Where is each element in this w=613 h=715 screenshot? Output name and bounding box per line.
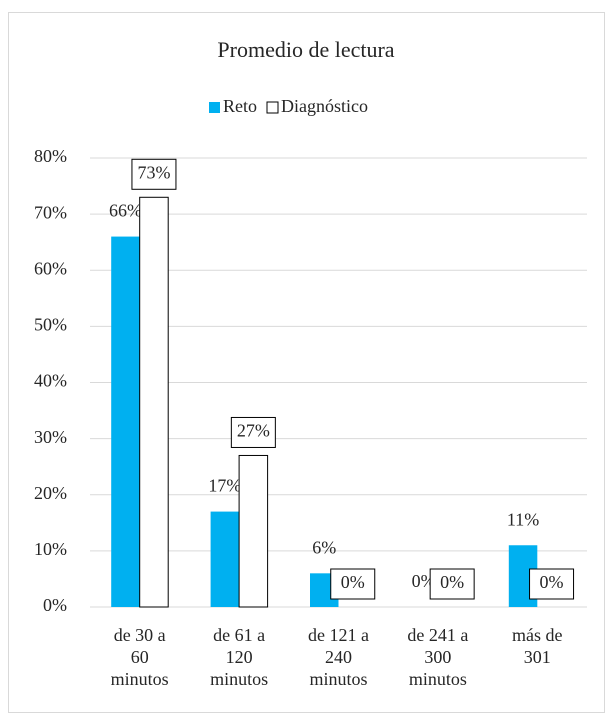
y-tick-label: 80% — [34, 146, 67, 166]
x-tick-label: de 61 a 120 minutos — [210, 625, 269, 689]
bar — [139, 196, 169, 608]
y-tick-label: 0% — [43, 595, 67, 615]
data-label: 17% — [208, 476, 241, 496]
legend-label: Reto — [223, 96, 257, 116]
bar — [111, 236, 140, 607]
y-tick-label: 50% — [34, 315, 67, 335]
legend-swatch — [266, 101, 279, 114]
legend-label: Diagnóstico — [281, 96, 368, 116]
data-label: 11% — [507, 509, 539, 529]
data-label: 0% — [440, 572, 464, 592]
bar — [210, 511, 240, 607]
y-tick-label: 60% — [34, 258, 67, 278]
x-tick-label: de 121 a 240 minutos — [308, 625, 369, 689]
x-tick-label: de 241 a 300 minutos — [407, 625, 469, 689]
y-tick-label: 70% — [34, 202, 67, 222]
y-tick-label: 40% — [34, 371, 67, 391]
data-label-box — [230, 416, 276, 448]
data-label-box — [429, 568, 475, 600]
chart-title: Promedio de lectura — [217, 37, 394, 62]
data-label: 66% — [109, 201, 142, 221]
y-tick-label: 30% — [34, 427, 67, 447]
data-label: 73% — [137, 162, 170, 182]
y-tick-label: 20% — [34, 483, 67, 503]
x-tick-label: más de 301 — [512, 625, 563, 667]
data-label-box — [131, 158, 177, 190]
data-label: 0% — [540, 572, 564, 592]
legend-swatch — [209, 102, 220, 113]
bar — [238, 454, 269, 608]
x-tick-label: de 30 a 60 minutos — [110, 625, 169, 689]
data-label-box — [529, 568, 575, 600]
data-label: 0% — [341, 572, 365, 592]
chart-border — [8, 12, 605, 713]
data-label: 6% — [312, 537, 336, 557]
data-label: 27% — [237, 421, 270, 441]
data-label-box — [330, 568, 376, 600]
y-tick-label: 10% — [34, 539, 67, 559]
